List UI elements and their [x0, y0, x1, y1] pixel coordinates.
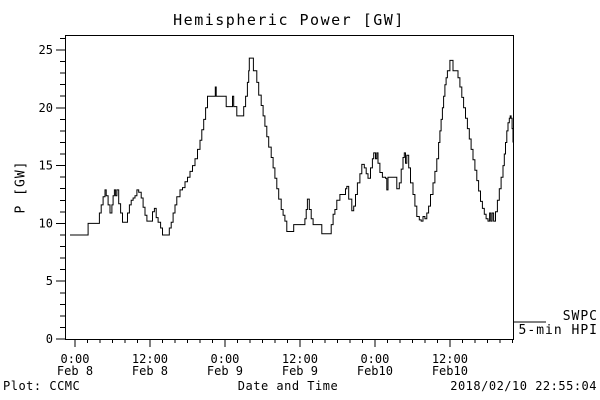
hpi-data-line — [70, 57, 514, 236]
y-tick-label: 10 — [39, 216, 53, 230]
chart-title: Hemispheric Power [GW] — [173, 11, 405, 29]
x-tick-date-label: Feb10 — [432, 364, 468, 378]
y-tick-label: 0 — [46, 332, 53, 346]
legend: SWPC 5-min HPI — [519, 310, 598, 337]
axis-box — [65, 35, 514, 340]
y-tick-label: 20 — [39, 101, 53, 115]
y-tick-label: 5 — [46, 274, 53, 288]
x-tick-date-label: Feb 8 — [132, 364, 168, 378]
x-tick-time-label: 0:00 — [360, 352, 389, 366]
x-tick-date-label: Feb10 — [357, 364, 393, 378]
plot-timestamp: 2018/02/10 22:55:04 — [450, 379, 597, 393]
y-tick-label: 15 — [39, 159, 53, 173]
x-tick-time-label: 12:00 — [282, 352, 318, 366]
x-tick-date-label: Feb 8 — [57, 364, 93, 378]
x-tick-date-label: Feb 9 — [207, 364, 243, 378]
legend-source-label: SWPC — [562, 309, 598, 324]
x-tick-time-label: 0:00 — [211, 352, 240, 366]
x-tick-time-label: 12:00 — [132, 352, 168, 366]
legend-series-label: 5-min HPI — [518, 322, 598, 338]
x-tick-time-label: 0:00 — [61, 352, 90, 366]
x-axis-label: Date and Time — [237, 379, 339, 393]
x-tick-date-label: Feb 9 — [282, 364, 318, 378]
y-tick-label: 25 — [39, 43, 53, 57]
x-tick-time-label: 12:00 — [432, 352, 468, 366]
plot-credit: Plot: CCMC — [3, 379, 81, 393]
